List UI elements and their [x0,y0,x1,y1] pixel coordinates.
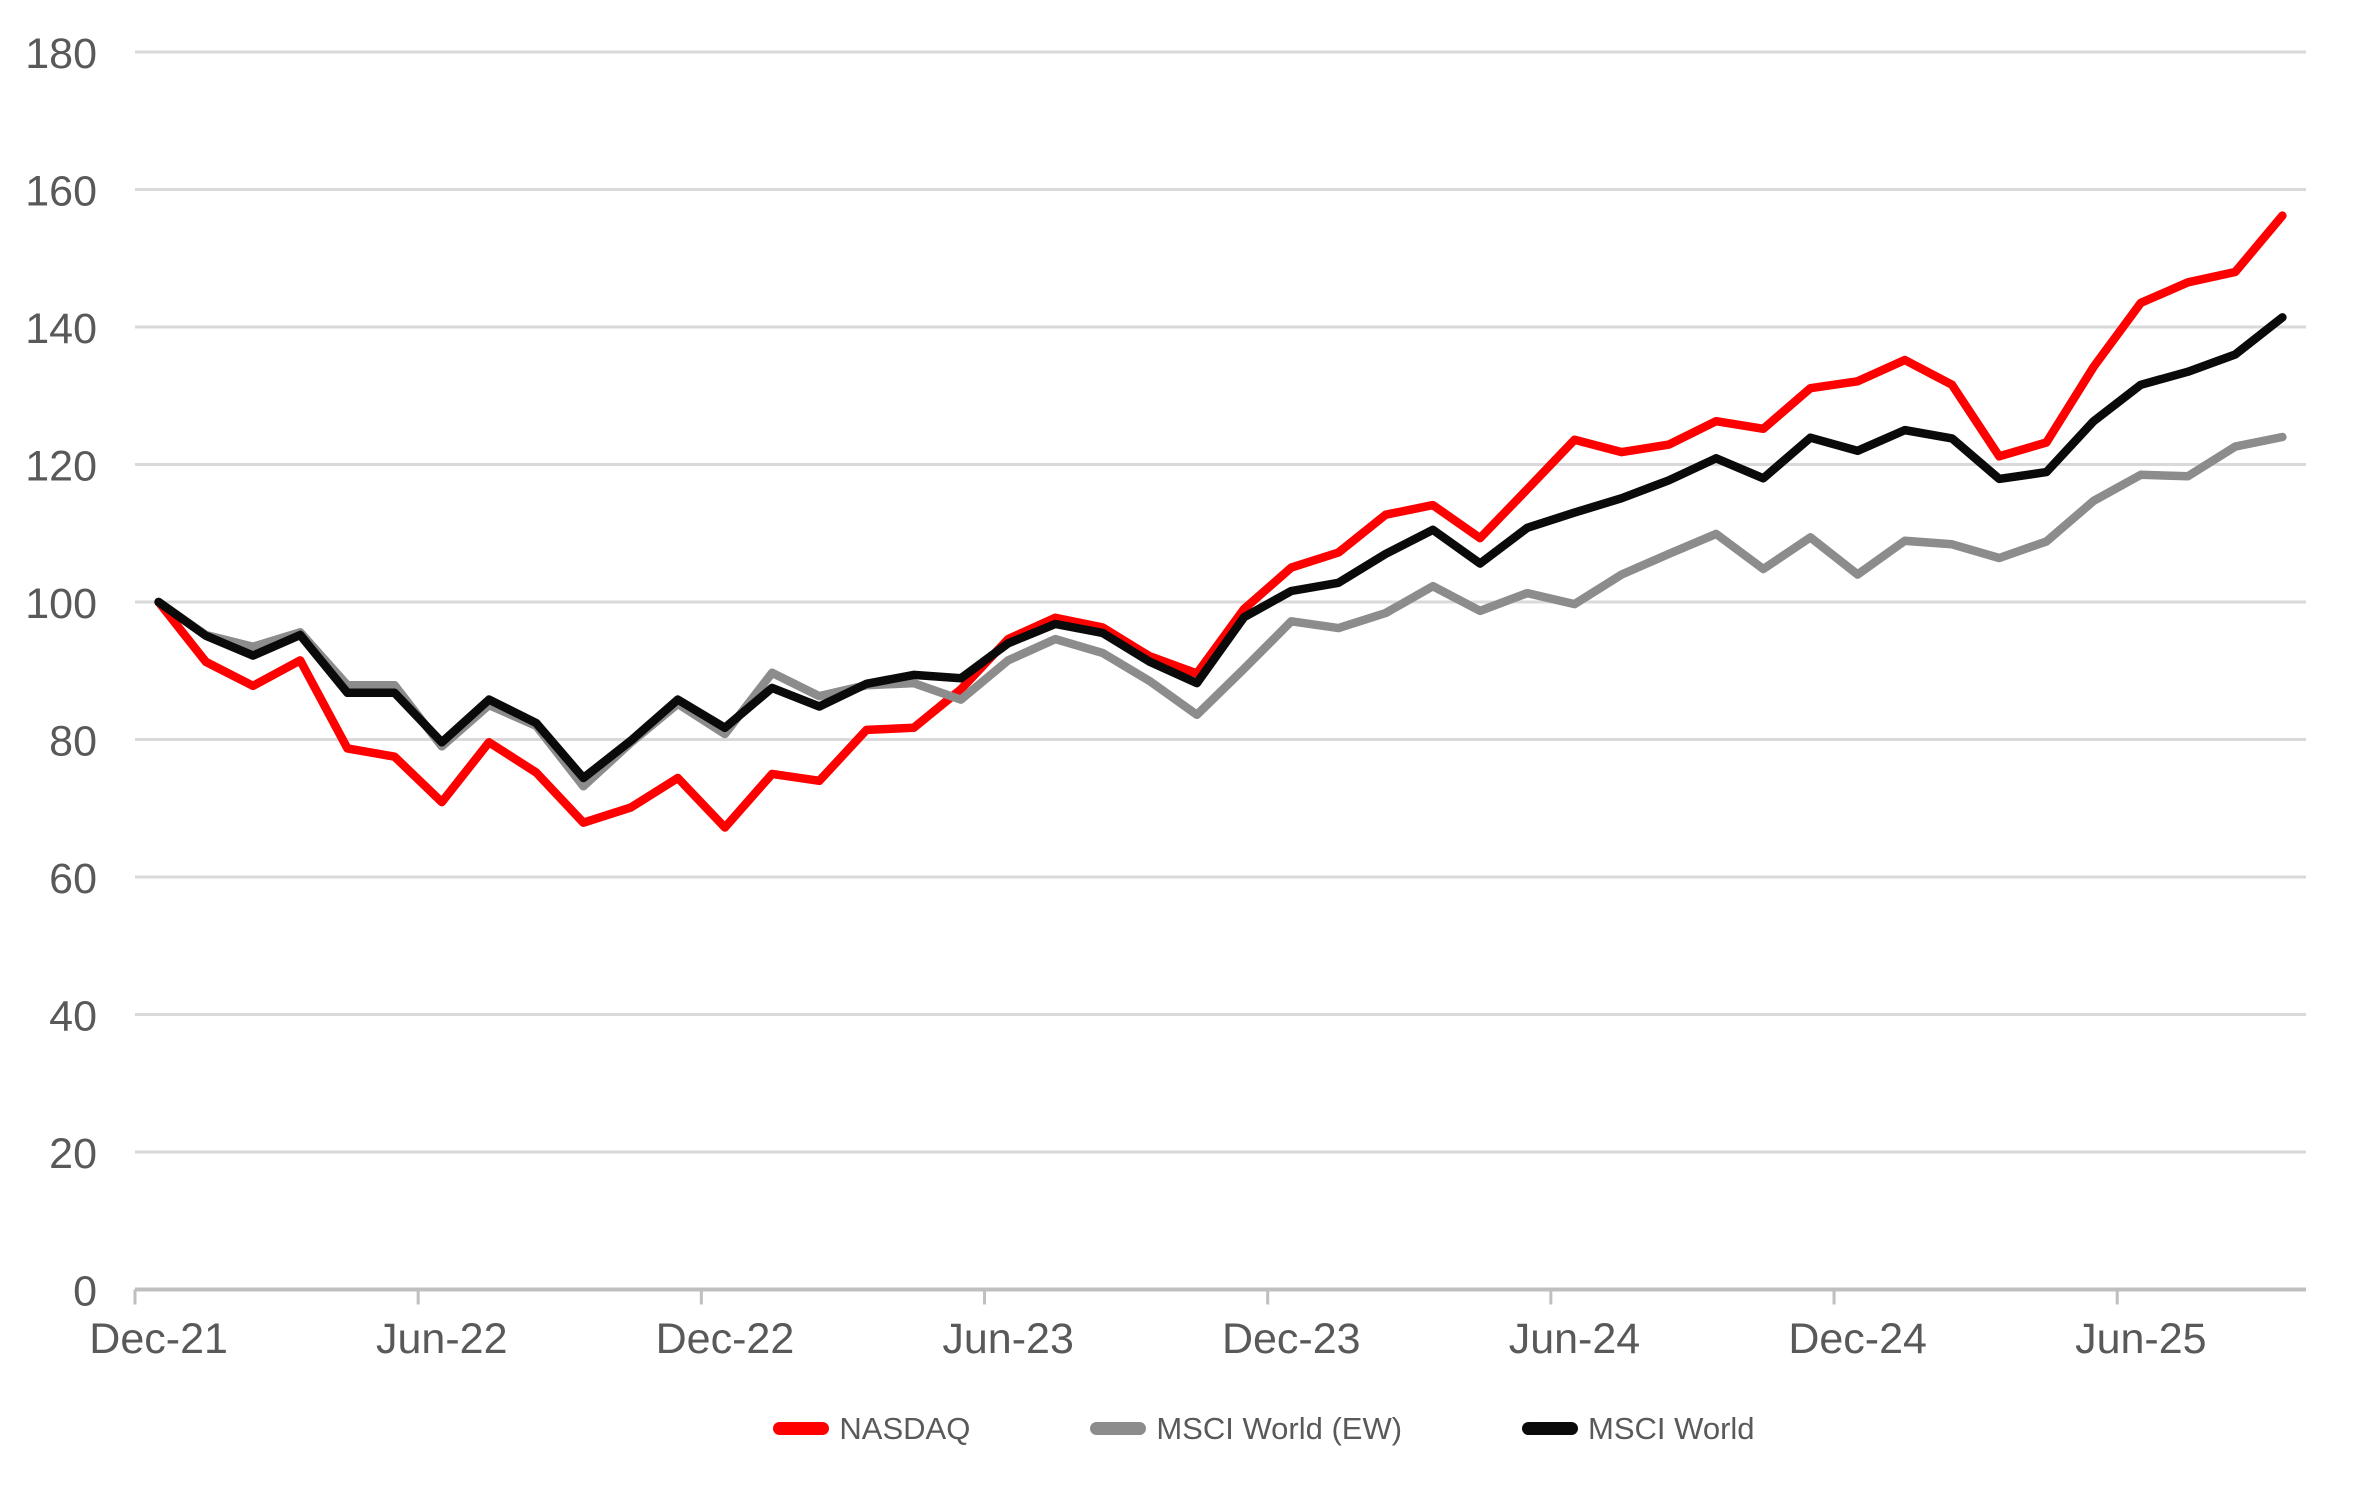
x-axis-tick-label: Jun-23 [942,1315,1073,1363]
y-axis-tick-label: 60 [49,855,97,903]
y-axis-tick-label: 20 [49,1130,97,1178]
series-line-nasdaq [154,211,2287,832]
series-line-msci-world [154,313,2287,783]
y-axis-tick-label: 180 [25,30,97,78]
y-axis-tick-label: 0 [73,1268,97,1316]
y-axis-tick-label: 160 [25,168,97,216]
legend-label-msci-world-ew: MSCI World (EW) [1156,1411,1403,1446]
x-axis-tick-label: Dec-21 [89,1315,228,1363]
y-axis-tick-label: 80 [49,718,97,766]
legend-item-nasdaq: NASDAQ [773,1413,970,1444]
legend-swatch-nasdaq [773,1422,830,1435]
x-axis-tick-label: Dec-22 [656,1315,795,1363]
x-axis-tick-label: Jun-25 [2075,1315,2206,1363]
series-line-msci-world-ew [154,432,2287,791]
legend-label-nasdaq: NASDAQ [839,1411,971,1446]
y-axis-tick-label: 40 [49,993,97,1041]
legend-swatch-msci-world [1522,1422,1579,1435]
y-axis-tick-label: 100 [25,580,97,628]
y-axis-tick-label: 120 [25,443,97,491]
legend-swatch-msci-world-ew [1090,1422,1147,1435]
chart-legend: NASDAQ MSCI World (EW) MSCI World [85,1413,2358,1444]
x-axis-tick-label: Dec-23 [1222,1315,1361,1363]
legend-item-msci-world-ew: MSCI World (EW) [1090,1413,1402,1444]
legend-item-msci-world: MSCI World [1522,1413,1755,1444]
legend-label-msci-world: MSCI World [1588,1411,1755,1446]
x-axis-tick-label: Jun-22 [376,1315,507,1363]
y-axis-tick-label: 140 [25,305,97,353]
x-axis-tick-label: Dec-24 [1788,1315,1927,1363]
x-axis-tick-label: Jun-24 [1509,1315,1640,1363]
